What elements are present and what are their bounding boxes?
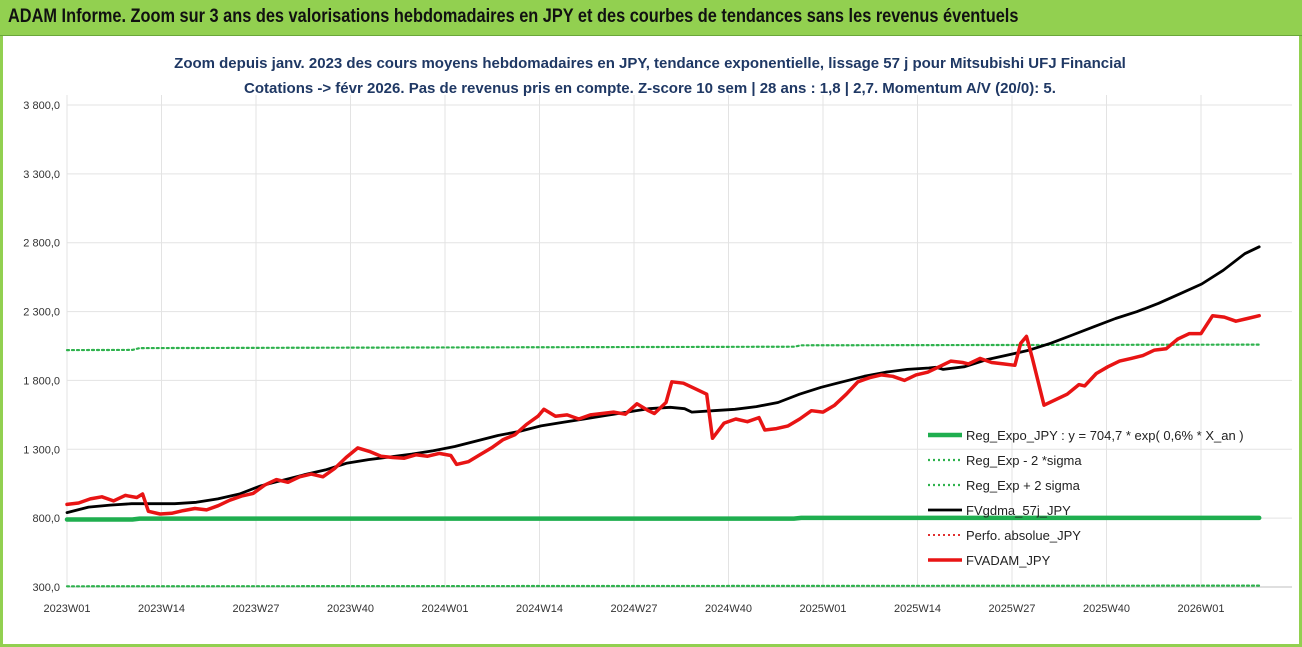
series-fvadam_jpy-line: [65, 313, 1261, 516]
series-reg_exp-line: [65, 584, 1261, 588]
x-tick-label: 2024W40: [705, 603, 752, 615]
legend-label: FVgdma_57j_JPY: [966, 503, 1071, 518]
series-lines: [64, 245, 1262, 588]
x-tick-label: 2026W01: [1177, 603, 1224, 615]
y-tick-label: 2 300,0: [23, 307, 60, 319]
legend: Reg_Expo_JPY : y = 704,7 * exp( 0,6% * X…: [928, 428, 1244, 568]
y-tick-label: 300,0: [32, 582, 60, 594]
y-axis-ticks: 300,0 800,0 1 300,0 1 800,0 2 300,0 2 800,0 3 …: [23, 100, 60, 594]
chart-frame: [0, 36, 1302, 647]
y-tick-label: 1 300,0: [23, 444, 60, 456]
x-tick-label: 2024W14: [516, 603, 563, 615]
series-reg_exp-line: [65, 343, 1261, 352]
x-tick-label: 2023W01: [43, 603, 90, 615]
chart-subtitle: Cotations -> févr 2026. Pas de revenus p…: [244, 80, 1056, 97]
x-tick-label: 2024W01: [421, 603, 468, 615]
x-axis-ticks: 2023W01 2023W14 2023W27 2023W40 2024W01 2024W…: [43, 603, 1224, 615]
series-reg_expo_jpy-line: [64, 515, 1262, 522]
x-tick-label: 2024W27: [610, 603, 657, 615]
x-tick-label: 2025W27: [988, 603, 1035, 615]
legend-label: Reg_Exp + 2 sigma: [966, 478, 1081, 493]
y-tick-label: 3 300,0: [23, 169, 60, 181]
chart-title: Zoom depuis janv. 2023 des cours moyens …: [174, 55, 1126, 72]
x-tick-label: 2023W40: [327, 603, 374, 615]
x-tick-label: 2025W40: [1083, 603, 1130, 615]
legend-label: FVADAM_JPY: [966, 553, 1051, 568]
y-tick-label: 800,0: [32, 513, 60, 525]
legend-label: Reg_Expo_JPY : y = 704,7 * exp( 0,6% * X…: [966, 428, 1244, 443]
report-banner: ADAM Informe. Zoom sur 3 ans des valoris…: [0, 0, 1302, 36]
x-tick-label: 2023W27: [232, 603, 279, 615]
x-tick-label: 2025W01: [799, 603, 846, 615]
x-tick-label: 2025W14: [894, 603, 941, 615]
series-fvgdma_57j_jpy-line: [65, 245, 1261, 515]
weekly-valuation-chart: Zoom depuis janv. 2023 des cours moyens …: [23, 55, 1292, 615]
y-tick-label: 3 800,0: [23, 100, 60, 112]
legend-label: Reg_Exp - 2 *sigma: [966, 453, 1082, 468]
y-tick-label: 1 800,0: [23, 375, 60, 387]
legend-label: Perfo. absolue_JPY: [966, 528, 1081, 543]
report-title: ADAM Informe. Zoom sur 3 ans des valoris…: [8, 6, 1019, 27]
y-tick-label: 2 800,0: [23, 238, 60, 250]
x-tick-label: 2023W14: [138, 603, 185, 615]
grid-lines: [66, 95, 1292, 588]
